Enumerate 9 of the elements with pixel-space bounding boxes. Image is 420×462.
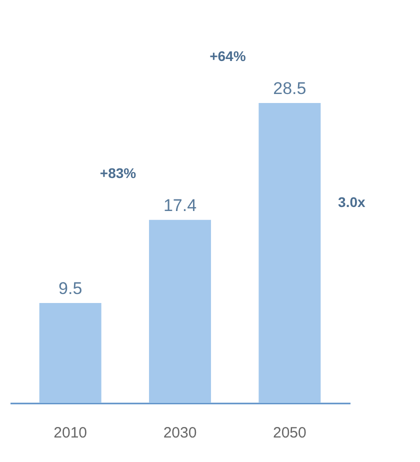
data-label: 28.5 xyxy=(273,79,306,98)
x-tick-label: 2030 xyxy=(163,424,197,442)
text: +64% xyxy=(210,48,246,64)
data-label: 9.5 xyxy=(58,279,82,298)
annotation: 3.0x xyxy=(338,194,366,210)
annotation: +83% xyxy=(100,164,137,181)
x-tick-label: 2010 xyxy=(54,424,88,442)
data-label: 17.4 xyxy=(163,196,197,215)
x-tick-label: 2050 xyxy=(272,424,306,442)
